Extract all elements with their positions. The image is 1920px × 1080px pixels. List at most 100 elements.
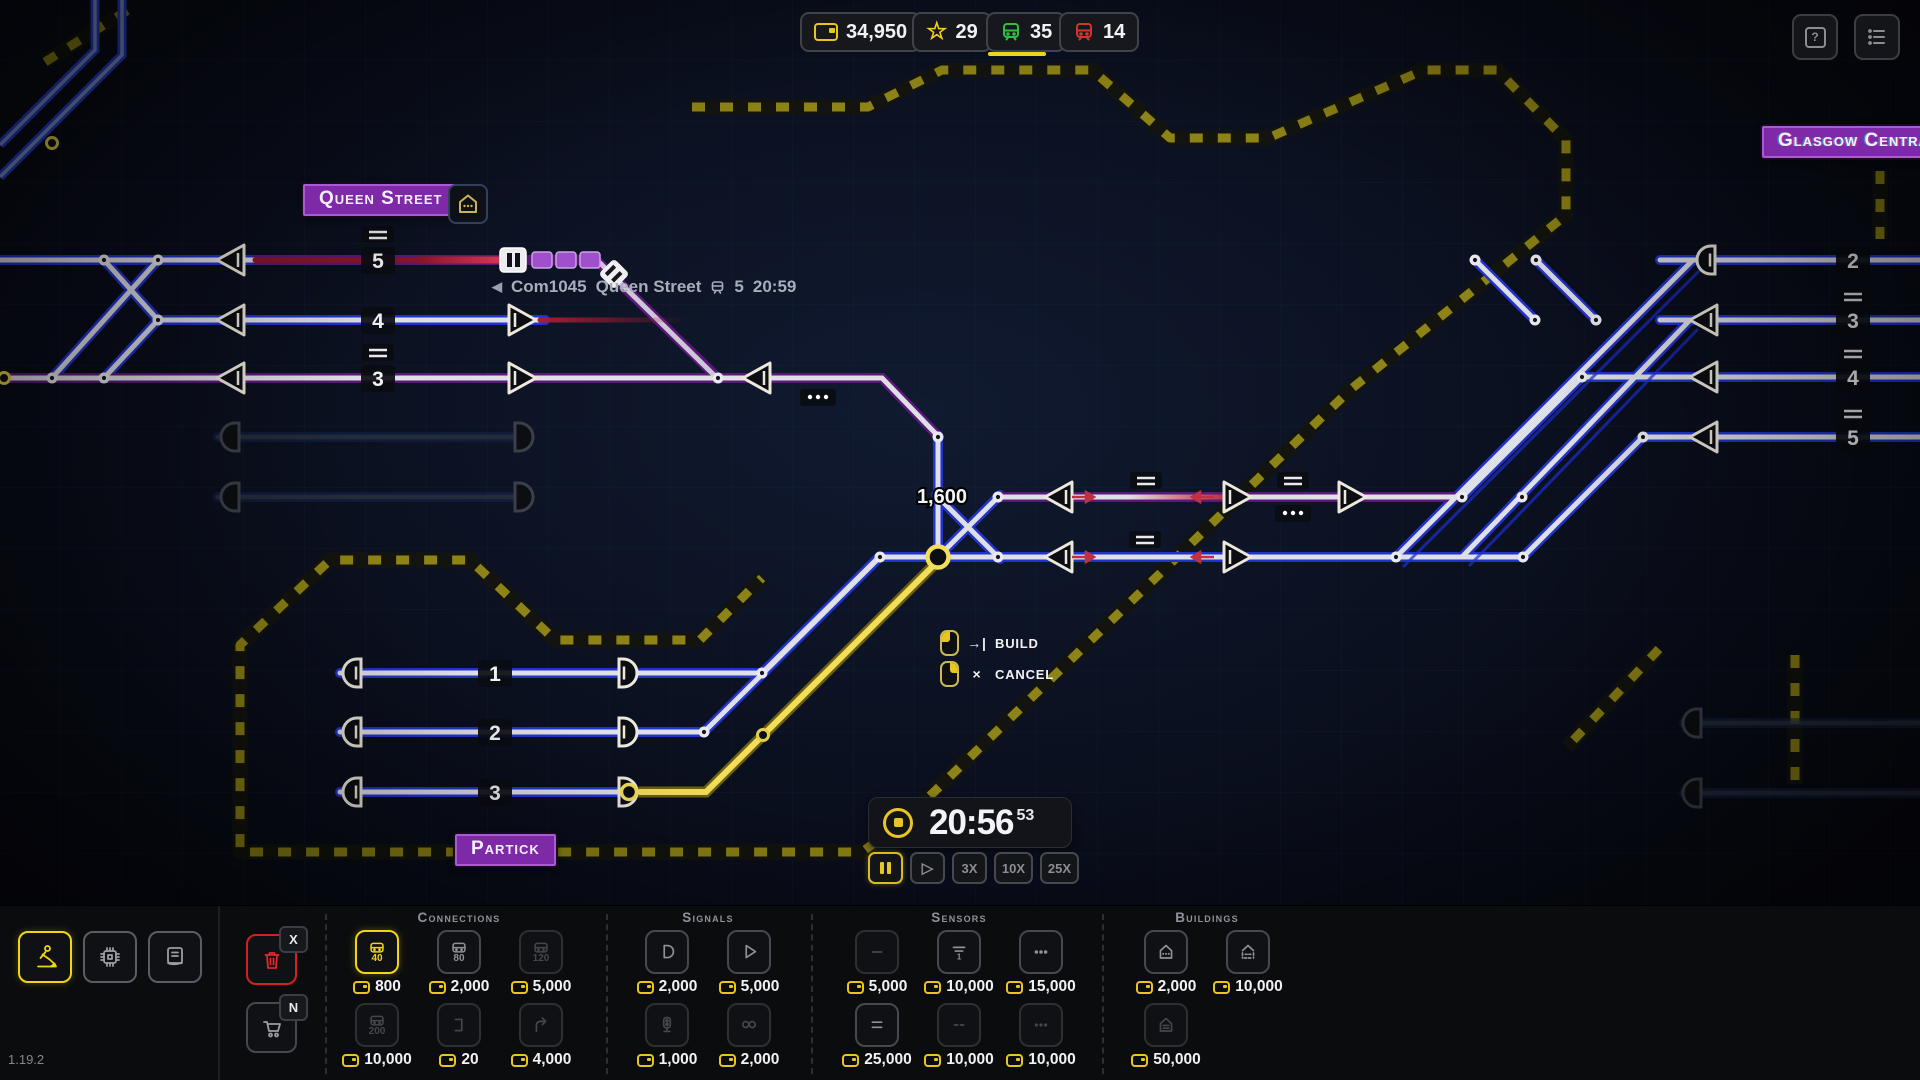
train-small-icon (712, 280, 724, 294)
tool-track-speed-80[interactable]: 80 2,000 (428, 930, 490, 1001)
speed-10x-button[interactable]: 10X (994, 852, 1033, 884)
tool-buffer-stop[interactable]: 20 (437, 1003, 481, 1074)
station-building-button[interactable] (448, 184, 488, 224)
cancel-hint: × CANCEL (940, 661, 1054, 687)
buy-button[interactable] (246, 1002, 297, 1053)
station-label-glasgow-central[interactable]: Glasgow Central (1762, 126, 1920, 158)
price-label: 50,000 (1153, 1051, 1201, 1068)
score-badge: ☆ 29 (912, 12, 992, 52)
tool-path-signal[interactable]: 2,000 (636, 930, 698, 1001)
tool-track-speed-120[interactable]: 120 5,000 (510, 930, 571, 1001)
speed-3x-button[interactable]: 3X (952, 852, 987, 884)
build-mode-button[interactable] (18, 931, 72, 983)
wallet-icon (1006, 980, 1024, 994)
price-label: 10,000 (364, 1051, 412, 1068)
track-speed-80-icon[interactable]: 80 (436, 930, 481, 974)
speed-sensor-icon[interactable]: 1 (936, 930, 981, 974)
price-label: 10,000 (946, 1051, 994, 1068)
twin-signal-icon[interactable] (726, 1003, 771, 1047)
tool-speed-sensor[interactable]: 1 10,000 (924, 930, 994, 1001)
wallet-icon (1131, 1053, 1149, 1067)
station-house-icon (459, 194, 477, 213)
track-speed-200-icon[interactable]: 200 (354, 1003, 399, 1047)
tool-gate[interactable]: 1,000 (636, 1003, 697, 1074)
wallet-icon (510, 1053, 528, 1067)
wallet-icon (842, 1053, 860, 1067)
train-time: 20:59 (752, 277, 797, 296)
train-platform: 5 (734, 277, 744, 296)
tool-track-speed-200[interactable]: 200 10,000 (342, 1003, 412, 1074)
station-label-partick[interactable]: Partick (455, 834, 556, 866)
platform-number: 4 (1847, 367, 1859, 390)
tool-twin-signal[interactable]: 2,000 (718, 1003, 779, 1074)
gate-icon[interactable] (644, 1003, 689, 1047)
wallet-icon (510, 980, 528, 994)
pause-button[interactable] (868, 852, 903, 884)
price-label: 2,000 (450, 978, 490, 995)
section-signals: Signals 2,000 5,000 1,000 (626, 906, 790, 1074)
wallet-icon (636, 1053, 654, 1067)
station-icon[interactable] (1143, 930, 1188, 974)
divider-dashed (325, 914, 327, 1074)
tool-station-platform[interactable]: 10,000 (1213, 930, 1283, 1001)
track-speed-40-icon[interactable]: 40 (355, 930, 399, 974)
clock-stop-icon[interactable] (883, 807, 913, 838)
score-value: 29 (955, 20, 978, 43)
timetable-button[interactable] (1854, 14, 1900, 60)
buffer-stop-icon[interactable] (437, 1003, 481, 1047)
build-hint: →| BUILD (940, 630, 1054, 656)
gap-sensor-icon[interactable] (936, 1003, 981, 1047)
wallet-icon (1135, 980, 1153, 994)
trash-icon (264, 951, 279, 969)
tool-switch[interactable]: 4,000 (510, 1003, 571, 1074)
tool-dots-sensor[interactable]: 10,000 (1006, 1003, 1076, 1074)
selected-junction[interactable] (925, 544, 951, 570)
wait-sensor-icon[interactable] (1018, 930, 1063, 974)
section-connections: Connections 40 800 80 2,000 120 (336, 906, 582, 1074)
price-label: 2,000 (658, 978, 698, 995)
tool-basic-sensor[interactable]: 5,000 (846, 930, 907, 1001)
clock-panel: 20:56 53 (868, 797, 1072, 848)
track-speed-120-icon[interactable]: 120 (518, 930, 563, 974)
dots-badge (800, 389, 836, 406)
trains-running-badge[interactable]: 35 (986, 12, 1067, 52)
divider-dashed (811, 914, 813, 1074)
tool-gap-sensor[interactable]: 10,000 (924, 1003, 994, 1074)
trains-waiting-badge[interactable]: 14 (1059, 12, 1140, 52)
tool-auto-signal[interactable]: 5,000 (718, 930, 780, 1001)
dots-sensor-icon[interactable] (1018, 1003, 1063, 1047)
station-platform-icon[interactable] (1225, 930, 1270, 974)
speed-25x-button[interactable]: 25X (1040, 852, 1079, 884)
platform-number: 3 (372, 368, 384, 391)
cancel-x-icon: × (972, 666, 982, 682)
play-button[interactable]: ▷ (910, 852, 945, 884)
price-label: 800 (375, 978, 401, 995)
money-badge: 34,950 (800, 12, 922, 52)
logic-mode-button[interactable] (83, 931, 137, 983)
tool-wait-sensor[interactable]: 15,000 (1006, 930, 1076, 1001)
tool-track-speed-40[interactable]: 40 800 (353, 930, 401, 1001)
price-label: 5,000 (740, 978, 780, 995)
divider-dashed (606, 914, 608, 1074)
section-title: Buildings (1175, 910, 1239, 925)
basic-sensor-icon[interactable] (854, 930, 899, 974)
path-signal-icon[interactable] (644, 930, 689, 974)
double-sensor-icon[interactable] (854, 1003, 899, 1047)
train-info-label[interactable]: ◀ Com1045 Queen Street 5 20:59 (492, 277, 796, 297)
switch-icon[interactable] (518, 1003, 563, 1047)
wallet-icon (814, 23, 838, 41)
trains-running-value: 35 (1030, 20, 1053, 43)
help-button[interactable]: ? (1792, 14, 1838, 60)
auto-signal-icon[interactable] (726, 930, 771, 974)
platform-number: 2 (489, 722, 501, 745)
construction-icon (37, 945, 57, 968)
tool-depot[interactable]: 50,000 (1131, 1003, 1201, 1074)
tool-station[interactable]: 2,000 (1135, 930, 1196, 1001)
depot-icon[interactable] (1143, 1003, 1188, 1047)
wallet-icon (636, 980, 654, 994)
contracts-mode-button[interactable] (148, 931, 202, 983)
tool-double-sensor[interactable]: 25,000 (842, 1003, 912, 1074)
station-label-queen-street[interactable]: Queen Street (303, 184, 459, 216)
wallet-icon (353, 980, 371, 994)
